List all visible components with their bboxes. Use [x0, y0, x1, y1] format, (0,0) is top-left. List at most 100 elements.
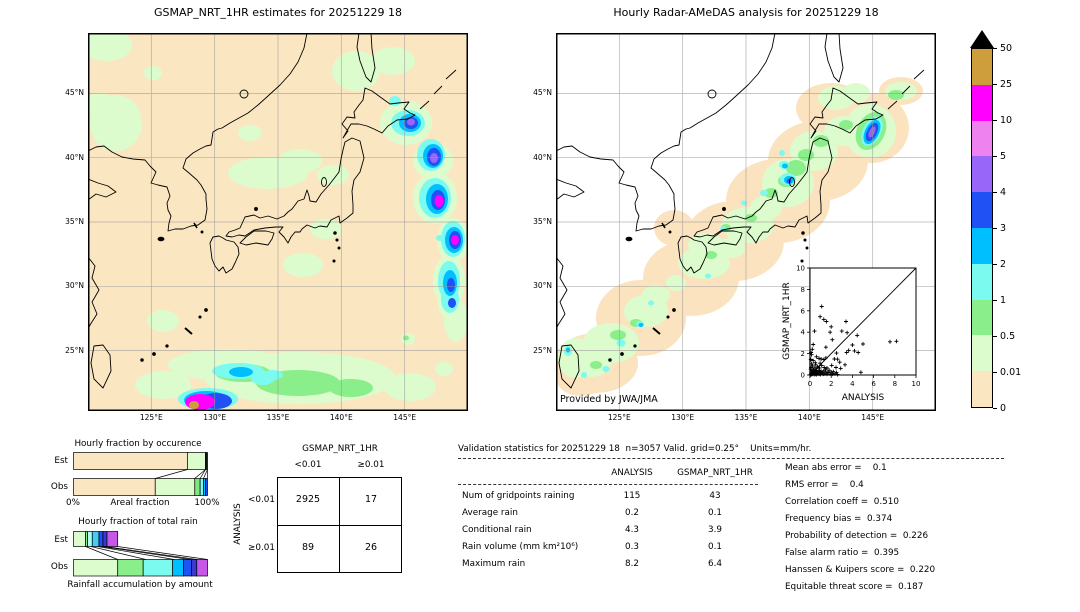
radar-rain-purple — [868, 126, 876, 138]
map-ytick-label: 25°N — [65, 345, 84, 355]
gsmap-precipitation-map — [88, 33, 468, 411]
validation-value: 0.1 — [708, 542, 722, 552]
occurrence-xlabel: Areal fraction — [110, 498, 170, 508]
bar-segment — [196, 559, 208, 577]
totalrain-xlabel: Rainfall accumulation by amount — [67, 580, 213, 590]
colorbar-tick — [993, 48, 997, 49]
inset-ytick-label: 2 — [801, 350, 805, 358]
bar-connector — [203, 469, 208, 479]
inset-xtick-label: 2 — [829, 380, 833, 388]
bar-connector — [85, 546, 118, 560]
colorbar-tick — [993, 228, 997, 229]
bar-segment — [154, 478, 196, 496]
map-xtick-label: 145°E — [861, 413, 885, 422]
colorbar-tick — [993, 120, 997, 121]
colorbar-tick-label: 1 — [1000, 294, 1007, 306]
colorbar-tick-label: 2 — [1000, 258, 1007, 270]
bar-connector — [90, 546, 146, 560]
map-xtick-label: 140°E — [329, 413, 353, 422]
score-rms-error: RMS error = 0.4 — [785, 480, 864, 490]
inset-xlabel: ANALYSIS — [842, 393, 885, 403]
colorbar-tick-label: 4 — [1000, 186, 1007, 198]
map-xtick-label: 140°E — [797, 413, 821, 422]
one-to-one-line — [809, 267, 917, 376]
credit-text: Provided by JWA/JMA — [560, 394, 658, 405]
bar-connector — [101, 546, 191, 560]
score-far: False alarm ratio = 0.395 — [785, 548, 900, 558]
map-ytick-label: 25°N — [533, 345, 552, 355]
validation-value: 3.9 — [708, 525, 722, 535]
bar-segment — [73, 559, 119, 577]
colorbar-tick — [993, 300, 997, 301]
bar-segment — [187, 452, 206, 470]
map-ytick-label: 35°N — [533, 217, 552, 226]
validation-value: 8.2 — [625, 559, 639, 569]
map-ytick-label: 45°N — [65, 88, 84, 98]
colorbar-tick — [993, 264, 997, 265]
validation-row-label: Maximum rain — [462, 559, 526, 569]
map-ytick-label: 45°N — [533, 88, 552, 98]
contingency-value-01: 17 — [364, 494, 378, 505]
colorbar-tick-label: 0.01 — [1000, 366, 1022, 378]
score-frequency-bias: Frequency bias = 0.374 — [785, 514, 893, 524]
colorbar-tick-label: 0 — [1000, 402, 1007, 414]
validation-value: 43 — [709, 491, 721, 501]
contingency-col-group: GSMAP_NRT_1HR — [302, 444, 378, 454]
occurrence-row-label-est: Est — [54, 456, 68, 466]
inset-ylabel: GSMAP_NRT_1HR — [782, 282, 792, 360]
map-xtick-label: 135°E — [734, 413, 758, 422]
bar-segment — [98, 531, 104, 547]
validation-row-label: Rain volume (mm km²10⁶) — [462, 542, 579, 552]
totalrain-bars — [73, 531, 208, 577]
colorbar-tick-label: 5 — [1000, 150, 1007, 162]
totalrain-row-label-obs: Obs — [50, 562, 68, 572]
inset-xtick-label: 6 — [871, 380, 876, 388]
bar-connector — [97, 546, 175, 560]
map-border — [556, 33, 936, 411]
colorbar-tick — [993, 336, 997, 337]
contingency-value-00: 2925 — [295, 494, 321, 505]
score-hanssen-kuipers: Hanssen & Kuipers score = 0.220 — [785, 565, 936, 575]
occurrence-title: Hourly fraction by occurence — [74, 439, 202, 449]
bar-segment — [106, 531, 119, 547]
bar-segment — [205, 478, 208, 496]
divider — [458, 458, 1004, 459]
inset-ytick-label: 6 — [801, 307, 806, 315]
bar-segment — [91, 531, 100, 547]
bar-segment — [73, 452, 188, 470]
colorbar-tick — [993, 156, 997, 157]
score-pod: Probability of detection = 0.226 — [785, 531, 929, 541]
validation-row-label: Conditional rain — [462, 525, 532, 535]
inset-ytick-label: 4 — [801, 329, 806, 337]
contingency-row-group: ANALYSIS — [232, 503, 243, 545]
validation-row-label: Average rain — [462, 508, 518, 518]
map-ytick-label: 30°N — [533, 281, 552, 291]
score-equitable-threat: Equitable threat score = 0.187 — [785, 582, 924, 592]
contingency-value-10: 89 — [301, 542, 315, 553]
colorbar-segment — [972, 299, 992, 336]
colorbar — [971, 48, 993, 408]
bar-segment — [117, 559, 144, 577]
map-ytick-label: 40°N — [65, 152, 84, 162]
inset-xtick-label: 0 — [808, 380, 812, 388]
validation-value: 6.4 — [708, 559, 722, 569]
contingency-col-label-1: ≥0.01 — [357, 460, 385, 470]
bar-connector — [199, 469, 206, 479]
inset-ytick-label: 10 — [796, 265, 805, 273]
bar-segment — [191, 559, 198, 577]
colorbar-tick — [993, 372, 997, 373]
bar-segment — [87, 531, 93, 547]
bar-connector — [105, 546, 197, 560]
contingency-row-label-0: <0.01 — [248, 495, 275, 505]
colorbar-tick-label: 25 — [1000, 78, 1013, 90]
inset-xtick-label: 4 — [850, 380, 855, 388]
bar-segment — [73, 531, 86, 547]
bar-segment — [172, 559, 184, 577]
colorbar-tick-label: 10 — [1000, 114, 1013, 126]
bar-segment — [183, 559, 192, 577]
totalrain-title: Hourly fraction of total rain — [78, 517, 198, 527]
inset-xtick-label: 8 — [893, 380, 897, 388]
validation-title: Validation statistics for 20251229 18 n=… — [458, 444, 812, 454]
map-ytick-label: 30°N — [65, 281, 84, 291]
